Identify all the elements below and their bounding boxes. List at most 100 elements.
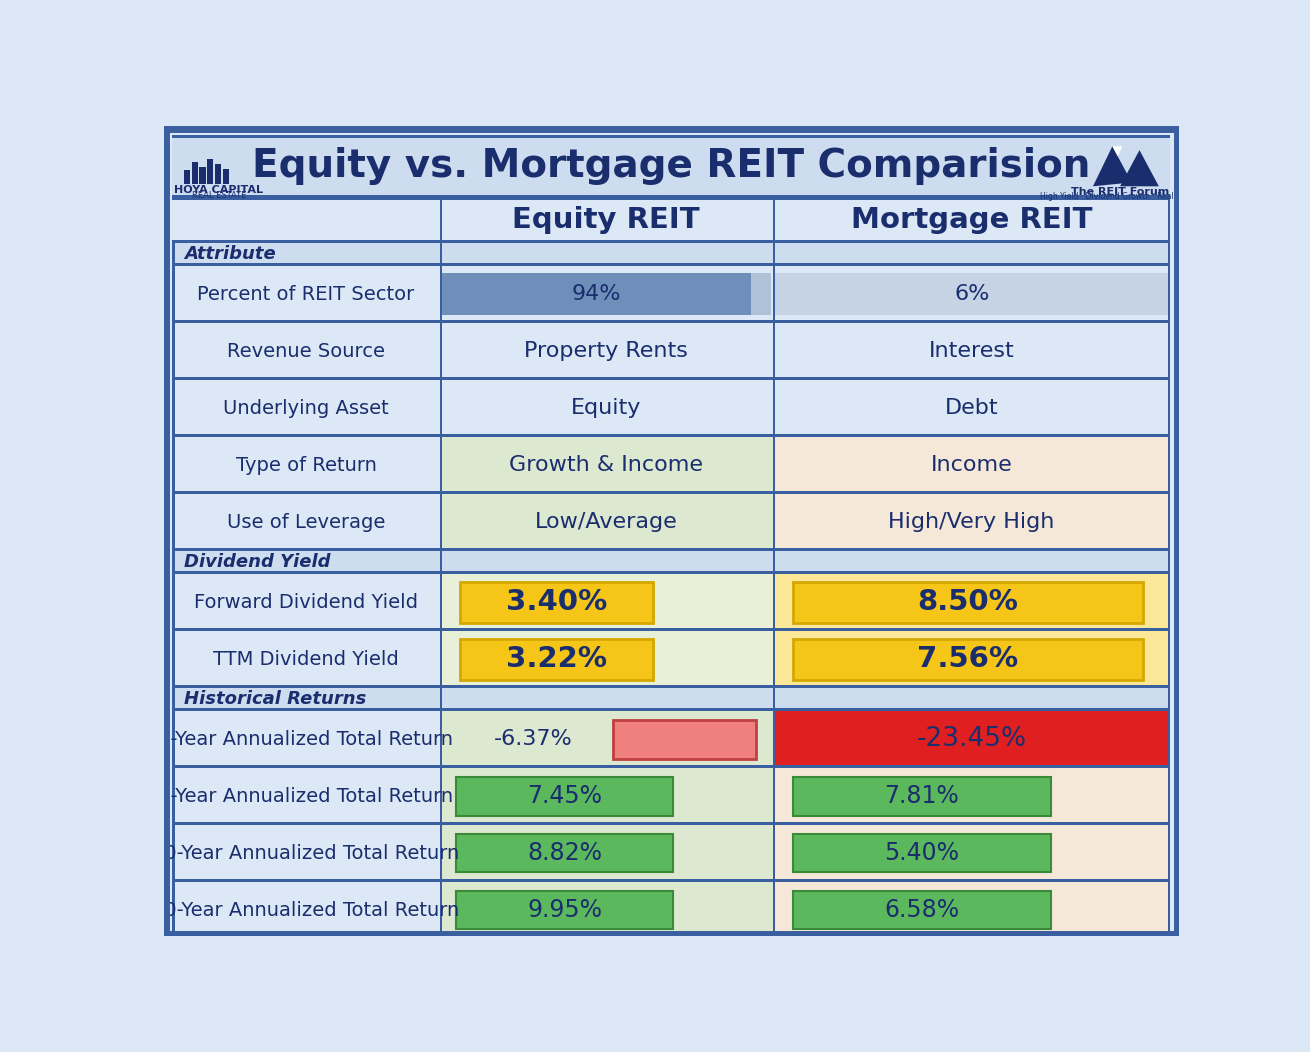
Bar: [173, 936, 1170, 938]
Bar: [173, 882, 1170, 938]
Bar: [173, 936, 1170, 938]
Bar: [1169, 265, 1170, 323]
Text: 1-Year Annualized Total Return: 1-Year Annualized Total Return: [159, 730, 453, 749]
Bar: [173, 573, 1170, 630]
Bar: [793, 776, 1051, 815]
Text: Historical Returns: Historical Returns: [183, 690, 367, 708]
Text: 3.22%: 3.22%: [506, 645, 607, 673]
Bar: [773, 493, 1170, 550]
Bar: [173, 630, 1170, 688]
Polygon shape: [1112, 146, 1123, 157]
Bar: [173, 320, 1170, 323]
Text: Equity: Equity: [571, 398, 642, 418]
Bar: [173, 630, 440, 688]
Text: 3.40%: 3.40%: [506, 588, 607, 616]
Bar: [440, 437, 773, 493]
Bar: [773, 243, 776, 265]
Bar: [173, 240, 1170, 243]
Bar: [773, 550, 776, 573]
Bar: [173, 380, 174, 437]
Text: Equity vs. Mortgage REIT Comparision: Equity vs. Mortgage REIT Comparision: [253, 147, 1090, 185]
Bar: [173, 766, 1170, 768]
Bar: [773, 198, 776, 243]
Bar: [173, 320, 1170, 323]
Text: 94%: 94%: [571, 284, 621, 304]
Bar: [440, 630, 773, 688]
Bar: [440, 882, 441, 938]
Text: -6.37%: -6.37%: [494, 729, 572, 749]
Bar: [773, 573, 776, 630]
Bar: [1169, 938, 1170, 975]
Bar: [773, 380, 776, 437]
Bar: [440, 437, 441, 493]
Bar: [173, 882, 174, 938]
Bar: [173, 825, 440, 882]
Text: 7.45%: 7.45%: [527, 784, 603, 808]
Text: Total Returns As of 12.31.2021. Dividend Yield As of 1.31.2021. FTSE NAREIT All : Total Returns As of 12.31.2021. Dividend…: [207, 950, 1136, 965]
Bar: [1169, 768, 1170, 825]
Bar: [173, 823, 1170, 825]
Bar: [460, 639, 652, 680]
Bar: [173, 571, 1170, 573]
Bar: [440, 323, 773, 380]
Bar: [173, 882, 440, 938]
Bar: [440, 380, 773, 437]
Text: 7.56%: 7.56%: [917, 645, 1018, 673]
Bar: [173, 823, 1170, 825]
Bar: [173, 265, 1170, 323]
Bar: [440, 243, 441, 265]
Bar: [173, 491, 1170, 493]
Bar: [1169, 825, 1170, 882]
Bar: [173, 938, 174, 975]
Text: Equity REIT: Equity REIT: [512, 206, 700, 235]
Bar: [1169, 573, 1170, 630]
Bar: [440, 938, 441, 975]
Text: Mortgage REIT: Mortgage REIT: [852, 206, 1093, 235]
Bar: [1169, 711, 1170, 768]
Bar: [173, 550, 174, 573]
Bar: [773, 711, 1170, 768]
Bar: [173, 879, 1170, 882]
Bar: [173, 708, 1170, 711]
Bar: [1169, 630, 1170, 688]
Bar: [773, 938, 776, 975]
Bar: [173, 688, 1170, 711]
Bar: [440, 711, 441, 768]
Text: High Yield · Dividend Growth · Real Estate: High Yield · Dividend Growth · Real Esta…: [1040, 191, 1200, 201]
Bar: [173, 243, 174, 265]
Text: 6.58%: 6.58%: [884, 898, 959, 923]
Bar: [173, 628, 1170, 630]
Bar: [773, 323, 1170, 380]
Bar: [773, 768, 776, 825]
Text: Growth & Income: Growth & Income: [510, 456, 703, 476]
Bar: [173, 548, 1170, 550]
Text: The REIT Forum: The REIT Forum: [1072, 186, 1170, 197]
Bar: [173, 711, 1170, 768]
Bar: [440, 825, 773, 882]
Text: 5.40%: 5.40%: [884, 842, 959, 865]
Bar: [773, 437, 1170, 493]
Bar: [173, 571, 1170, 573]
Bar: [456, 776, 673, 815]
Bar: [173, 195, 1170, 198]
Bar: [440, 630, 441, 688]
Bar: [173, 879, 1170, 882]
Bar: [440, 882, 773, 938]
Bar: [773, 323, 776, 380]
Bar: [173, 135, 1170, 138]
Bar: [773, 573, 1170, 630]
Text: 6%: 6%: [954, 284, 989, 304]
Bar: [773, 882, 1170, 938]
Bar: [773, 825, 1170, 882]
Bar: [173, 263, 1170, 265]
Bar: [173, 263, 1170, 265]
Bar: [173, 630, 174, 688]
Text: Use of Leverage: Use of Leverage: [227, 512, 385, 531]
Text: Underlying Asset: Underlying Asset: [223, 399, 389, 418]
Bar: [1169, 380, 1170, 437]
Bar: [173, 768, 1170, 825]
Bar: [173, 548, 1170, 550]
Text: Type of Return: Type of Return: [236, 456, 376, 474]
Bar: [440, 711, 773, 768]
Bar: [173, 493, 174, 550]
